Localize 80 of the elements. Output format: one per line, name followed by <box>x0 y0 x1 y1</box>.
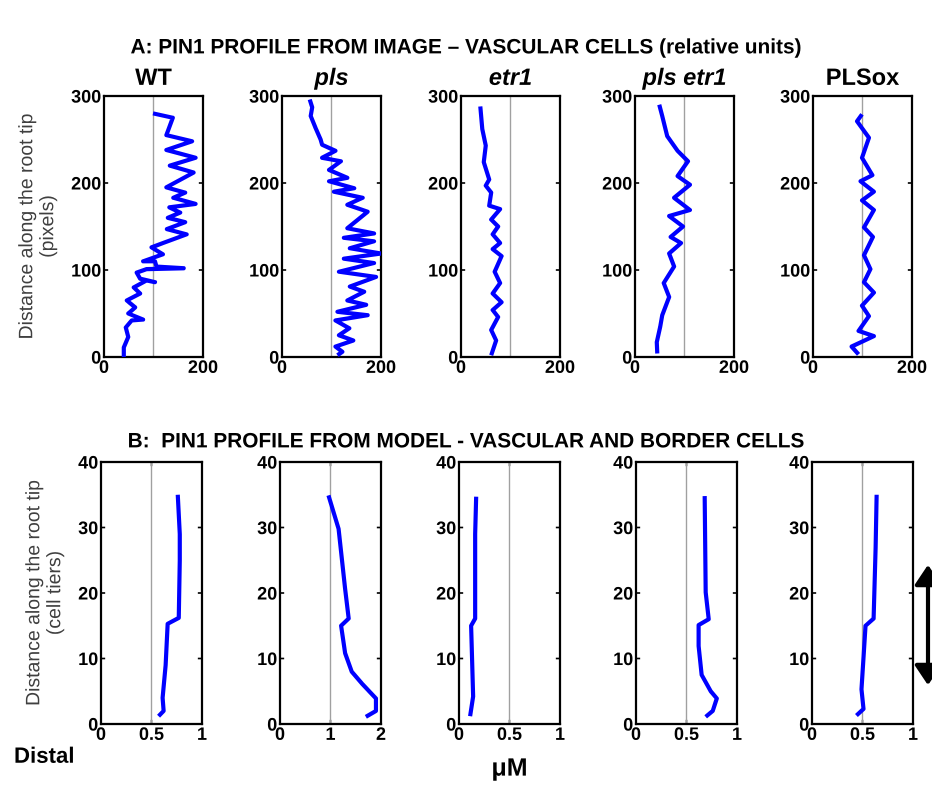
chart-title: PLSox <box>827 68 900 86</box>
y-tick-label: 10 <box>437 652 456 666</box>
x-tick-label: 0.5 <box>498 727 522 740</box>
y-tick-label: 100 <box>781 264 810 277</box>
line-series <box>850 112 876 356</box>
y-tick-label: 30 <box>78 521 98 534</box>
y-tick-label: 20 <box>436 586 456 600</box>
y-tick-label: 30 <box>258 521 276 534</box>
y-tick-label: 100 <box>72 264 100 277</box>
y-tick-label: 200 <box>602 176 632 190</box>
line-series <box>478 104 504 357</box>
x-tick-label: 200 <box>720 360 748 374</box>
text: B: PIN1 PROFILE FROM MODEL - VASCULAR AND BORDER CELLS <box>129 432 804 448</box>
y-tick-label: 0 <box>800 718 808 731</box>
line-series <box>854 492 879 718</box>
y-tick-label: 40 <box>436 456 456 469</box>
y-tick-label: 0 <box>622 350 632 364</box>
y-tick-label: 0 <box>92 350 100 364</box>
y-tick-label: 20 <box>614 586 632 600</box>
y-tick-label: 40 <box>789 456 808 469</box>
line-series <box>156 492 182 718</box>
y-axis-title: Distance along the root tip (cell tiers) <box>25 480 64 704</box>
y-tick-label: 0 <box>268 718 276 731</box>
y-tick-label: 300 <box>602 90 632 103</box>
text: Distal <box>15 746 73 763</box>
y-tick-label: 300 <box>72 90 100 103</box>
x-tick-label: 200 <box>546 360 574 374</box>
y-tick-label: 10 <box>790 652 808 666</box>
chart-title: pls <box>314 68 348 90</box>
y-tick-label: 200 <box>428 176 458 190</box>
x-tick-label: 0.5 <box>140 727 164 740</box>
x-tick-label: 0.5 <box>674 727 699 740</box>
y-tick-label: 0 <box>800 350 810 364</box>
y-tick-label: 300 <box>780 90 810 103</box>
y-tick-label: 10 <box>79 652 98 666</box>
y-tick-label: 0 <box>270 350 278 364</box>
x-axis-title: μM <box>493 758 526 781</box>
x-tick-label: 1 <box>198 727 207 740</box>
y-axis-title: Distance along the root tip (pixels) <box>18 114 58 338</box>
x-tick-label: 1 <box>733 727 742 740</box>
y-tick-label: 30 <box>790 521 808 534</box>
line-series <box>654 102 692 356</box>
x-tick-label: 0.5 <box>850 727 875 740</box>
y-tick-label: 100 <box>429 264 458 277</box>
y-tick-label: 40 <box>78 456 98 469</box>
y-tick-label: 30 <box>614 521 632 534</box>
text: A: PIN1 PROFILE FROM IMAGE – VASCULAR CELLS (relative units) <box>131 38 800 58</box>
y-tick-label: 20 <box>790 586 808 600</box>
chart-title: pls etr1 <box>642 68 726 90</box>
y-tick-label: 20 <box>78 586 98 600</box>
line-series <box>308 97 381 357</box>
line-series <box>122 111 198 357</box>
y-tick-label: 100 <box>250 264 278 277</box>
chart-title: etr1 <box>490 68 531 86</box>
y-tick-label: 0 <box>446 718 456 731</box>
line-series <box>326 493 378 719</box>
x-tick-label: 200 <box>366 360 396 374</box>
y-tick-label: 40 <box>613 456 632 469</box>
y-tick-label: 200 <box>72 176 100 190</box>
y-tick-label: 0 <box>448 350 458 364</box>
x-tick-label: 200 <box>188 360 218 374</box>
y-tick-label: 200 <box>250 176 278 190</box>
x-tick-label: 2 <box>376 727 386 740</box>
y-tick-label: 100 <box>603 264 632 277</box>
y-tick-label: 10 <box>614 652 632 666</box>
chart-title: WT <box>135 68 172 85</box>
line-series <box>468 494 478 718</box>
y-tick-label: 0 <box>624 718 632 731</box>
y-tick-label: 0 <box>88 718 98 731</box>
y-tick-label: 40 <box>257 456 276 469</box>
x-tick-label: 200 <box>898 360 926 374</box>
y-tick-label: 200 <box>780 176 810 190</box>
x-tick-label: 1 <box>326 727 336 740</box>
y-tick-label: 300 <box>428 90 458 103</box>
y-tick-label: 300 <box>250 90 278 103</box>
x-tick-label: 1 <box>909 727 918 740</box>
x-tick-label: 1 <box>556 727 565 740</box>
y-tick-label: 20 <box>258 586 276 600</box>
y-tick-label: 30 <box>436 521 456 534</box>
y-tick-label: 10 <box>258 652 276 666</box>
